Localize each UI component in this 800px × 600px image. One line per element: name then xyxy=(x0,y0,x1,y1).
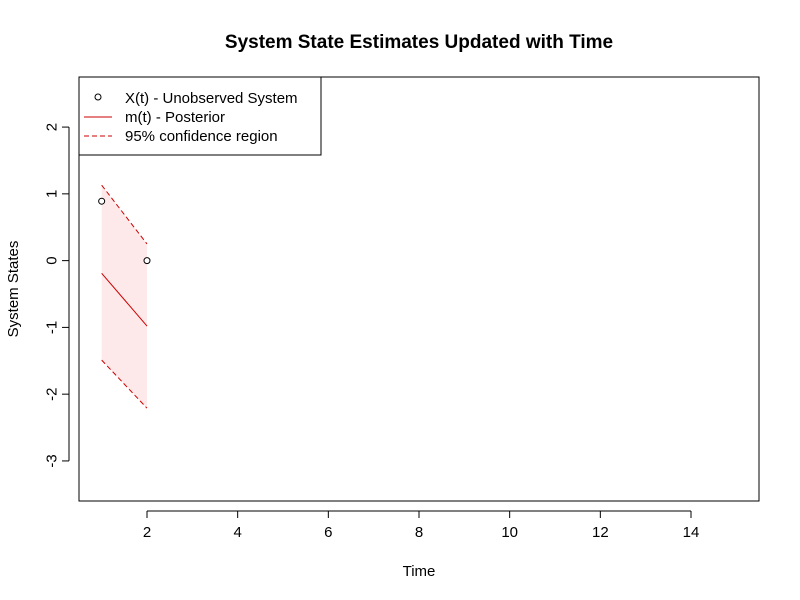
plot-frame xyxy=(78,76,760,502)
observed-point xyxy=(98,197,106,205)
x-tick-label: 10 xyxy=(501,524,518,541)
y-tick-label: -2 xyxy=(44,387,61,400)
x-tick-label: 2 xyxy=(143,524,151,541)
y-tick-label: -3 xyxy=(44,454,61,467)
legend: X(t) - Unobserved System m(t) - Posterior… xyxy=(78,76,322,156)
confidence-band-layer xyxy=(101,185,147,409)
y-tick-label: -1 xyxy=(44,321,61,334)
y-axis: -3 -2 -1 0 1 2 xyxy=(44,123,70,468)
chart-title: System State Estimates Updated with Time xyxy=(225,32,613,53)
y-tick-label: 2 xyxy=(44,123,61,131)
y-tick-label: 1 xyxy=(44,190,61,198)
legend-entry-label: m(t) - Posterior xyxy=(125,109,225,126)
x-tick-label: 8 xyxy=(415,524,423,541)
x-axis: 2 4 6 8 10 12 14 xyxy=(143,510,700,541)
legend-entry-label: 95% confidence region xyxy=(125,128,278,145)
x-tick-label: 12 xyxy=(592,524,609,541)
x-tick-label: 4 xyxy=(233,524,241,541)
x-tick-label: 14 xyxy=(683,524,700,541)
lower-confidence-line xyxy=(101,359,148,409)
legend-entry-label: X(t) - Unobserved System xyxy=(125,90,298,107)
observed-point xyxy=(143,257,151,265)
y-tick-label: 0 xyxy=(44,256,61,264)
confidence-band-fill xyxy=(101,185,147,409)
upper-confidence-line xyxy=(101,184,148,245)
legend-point-marker xyxy=(94,93,102,101)
x-tick-label: 6 xyxy=(324,524,332,541)
posterior-line xyxy=(101,272,148,327)
y-axis-label: System States xyxy=(5,241,22,338)
legend-box xyxy=(78,76,322,156)
series-layer xyxy=(98,184,151,409)
x-axis-label: Time xyxy=(403,563,436,580)
